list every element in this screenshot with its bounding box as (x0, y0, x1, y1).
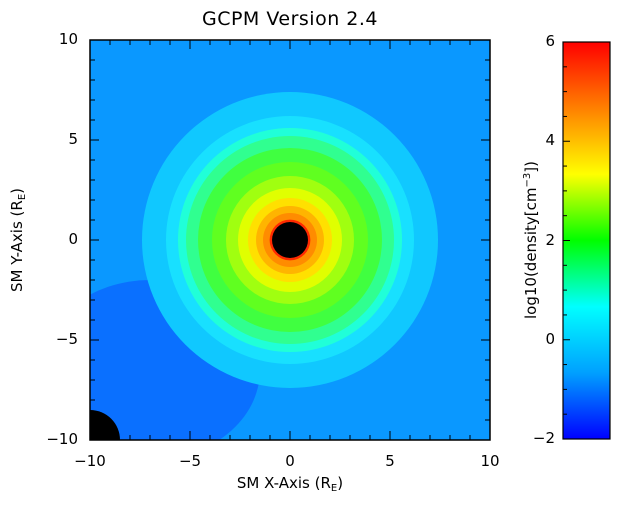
x-axis-ticks (89, 40, 491, 440)
x-tick-label: 10 (480, 452, 500, 470)
x-tick-label: 5 (385, 452, 395, 470)
colorbar-tick-label: 2 (545, 230, 555, 249)
y-tick-label: −10 (46, 430, 78, 448)
y-tick-label: 5 (68, 130, 78, 148)
y-tick-label: 10 (58, 30, 78, 48)
density-heatmap (90, 40, 490, 440)
colorbar-tick-label: 4 (545, 131, 555, 150)
colorbar-tick-label: −2 (532, 429, 555, 447)
x-axis-label: SM X-Axis (RE) (236, 474, 344, 494)
chart-title: GCPM Version 2.4 (201, 8, 378, 30)
colorbar-tick-label: 6 (545, 32, 555, 50)
y-tick-label: −5 (55, 330, 78, 348)
colorbar-ticks (563, 41, 570, 440)
colorbar (563, 42, 610, 439)
colorbar-label: log10(density[cm−3]) (522, 161, 540, 319)
x-tick-label: −10 (74, 452, 106, 470)
x-tick-label: 0 (285, 452, 295, 470)
earth-disk (272, 222, 308, 258)
colorbar-tick-label: 0 (545, 329, 555, 348)
y-tick-label: 0 (68, 230, 78, 248)
x-tick-label: −5 (178, 452, 202, 470)
y-axis-label: SM Y-Axis (RE) (8, 187, 28, 293)
no-data-corner (90, 410, 120, 440)
y-axis-ticks (90, 39, 490, 441)
